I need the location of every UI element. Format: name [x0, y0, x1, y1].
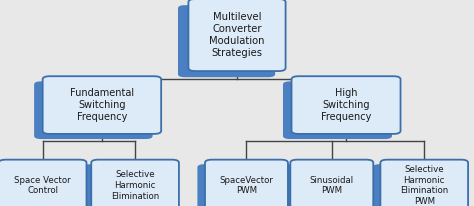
Text: Space Vector
Control: Space Vector Control: [14, 176, 71, 195]
FancyBboxPatch shape: [0, 164, 79, 206]
Text: Selective
Harmonic
Elimination: Selective Harmonic Elimination: [111, 170, 159, 201]
FancyBboxPatch shape: [0, 160, 86, 206]
FancyBboxPatch shape: [34, 81, 153, 139]
FancyBboxPatch shape: [43, 76, 161, 134]
FancyBboxPatch shape: [91, 160, 179, 206]
FancyBboxPatch shape: [292, 76, 401, 134]
Text: Sinusoidal
PWM: Sinusoidal PWM: [310, 176, 354, 195]
FancyBboxPatch shape: [197, 164, 280, 206]
FancyBboxPatch shape: [283, 81, 392, 139]
Text: Multilevel
Converter
Modulation
Strategies: Multilevel Converter Modulation Strategi…: [209, 12, 265, 58]
Text: Fundamental
Switching
Frequency: Fundamental Switching Frequency: [70, 88, 134, 122]
FancyBboxPatch shape: [373, 164, 461, 206]
FancyBboxPatch shape: [205, 160, 288, 206]
FancyBboxPatch shape: [380, 160, 468, 206]
FancyBboxPatch shape: [83, 164, 171, 206]
Text: Selective
Harmonic
Elimination
PWM: Selective Harmonic Elimination PWM: [400, 165, 448, 206]
Text: SpaceVector
PWM: SpaceVector PWM: [219, 176, 273, 195]
FancyBboxPatch shape: [178, 5, 275, 77]
Text: High
Switching
Frequency: High Switching Frequency: [321, 88, 371, 122]
FancyBboxPatch shape: [188, 0, 285, 71]
FancyBboxPatch shape: [283, 164, 365, 206]
FancyBboxPatch shape: [290, 160, 373, 206]
